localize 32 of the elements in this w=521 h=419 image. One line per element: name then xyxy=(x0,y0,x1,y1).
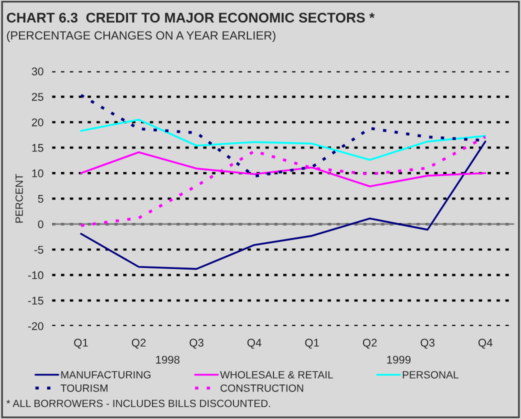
y-tick-label: 15 xyxy=(32,144,44,152)
x-tick-label: Q4 xyxy=(247,338,262,349)
legend-label: PERSONAL xyxy=(402,371,458,378)
x-tick-label: Q4 xyxy=(478,338,492,349)
y-tick-label: 0 xyxy=(38,220,44,228)
y-tick-label: -10 xyxy=(28,271,44,280)
x-tick-label: Q3 xyxy=(420,338,434,349)
legend-label: TOURISM xyxy=(60,384,108,392)
y-tick-label: -20 xyxy=(28,322,44,330)
chart-title: CHART 6.3 CREDIT TO MAJOR ECONOMIC SECTORS * xyxy=(6,12,375,23)
x-tick-label: Q2 xyxy=(362,338,377,349)
line-series xyxy=(80,136,487,227)
y-tick-label: -15 xyxy=(28,296,44,305)
y-tick-label: 30 xyxy=(32,67,44,76)
y-tick-label: 5 xyxy=(38,194,44,203)
x-tick-label: Q2 xyxy=(132,338,146,349)
y-tick-label: 25 xyxy=(32,92,44,101)
legend-label: MANUFACTURING xyxy=(61,371,151,378)
text: 1998 xyxy=(156,356,180,364)
legend-label: CONSTRUCTION xyxy=(220,384,304,392)
x-tick-label: Q1 xyxy=(305,338,319,349)
y-tick-label: -5 xyxy=(34,246,44,254)
x-tick-label: Q3 xyxy=(190,338,204,349)
y-tick-label: 10 xyxy=(32,169,44,178)
text: * ALL BORROWERS - INCLUDES BILLS DISCOUNTED. xyxy=(6,400,270,408)
y-axis-title: PERCENT xyxy=(15,174,23,223)
legend-label: WHOLESALE & RETAIL xyxy=(220,371,333,378)
y-tick-label: 20 xyxy=(32,118,44,126)
line-series xyxy=(80,118,486,161)
text: 1999 xyxy=(387,356,411,364)
x-tick-label: Q1 xyxy=(74,338,88,349)
chart-subtitle: (PERCENTAGE CHANGES ON A YEAR EARLIER) xyxy=(6,30,276,42)
